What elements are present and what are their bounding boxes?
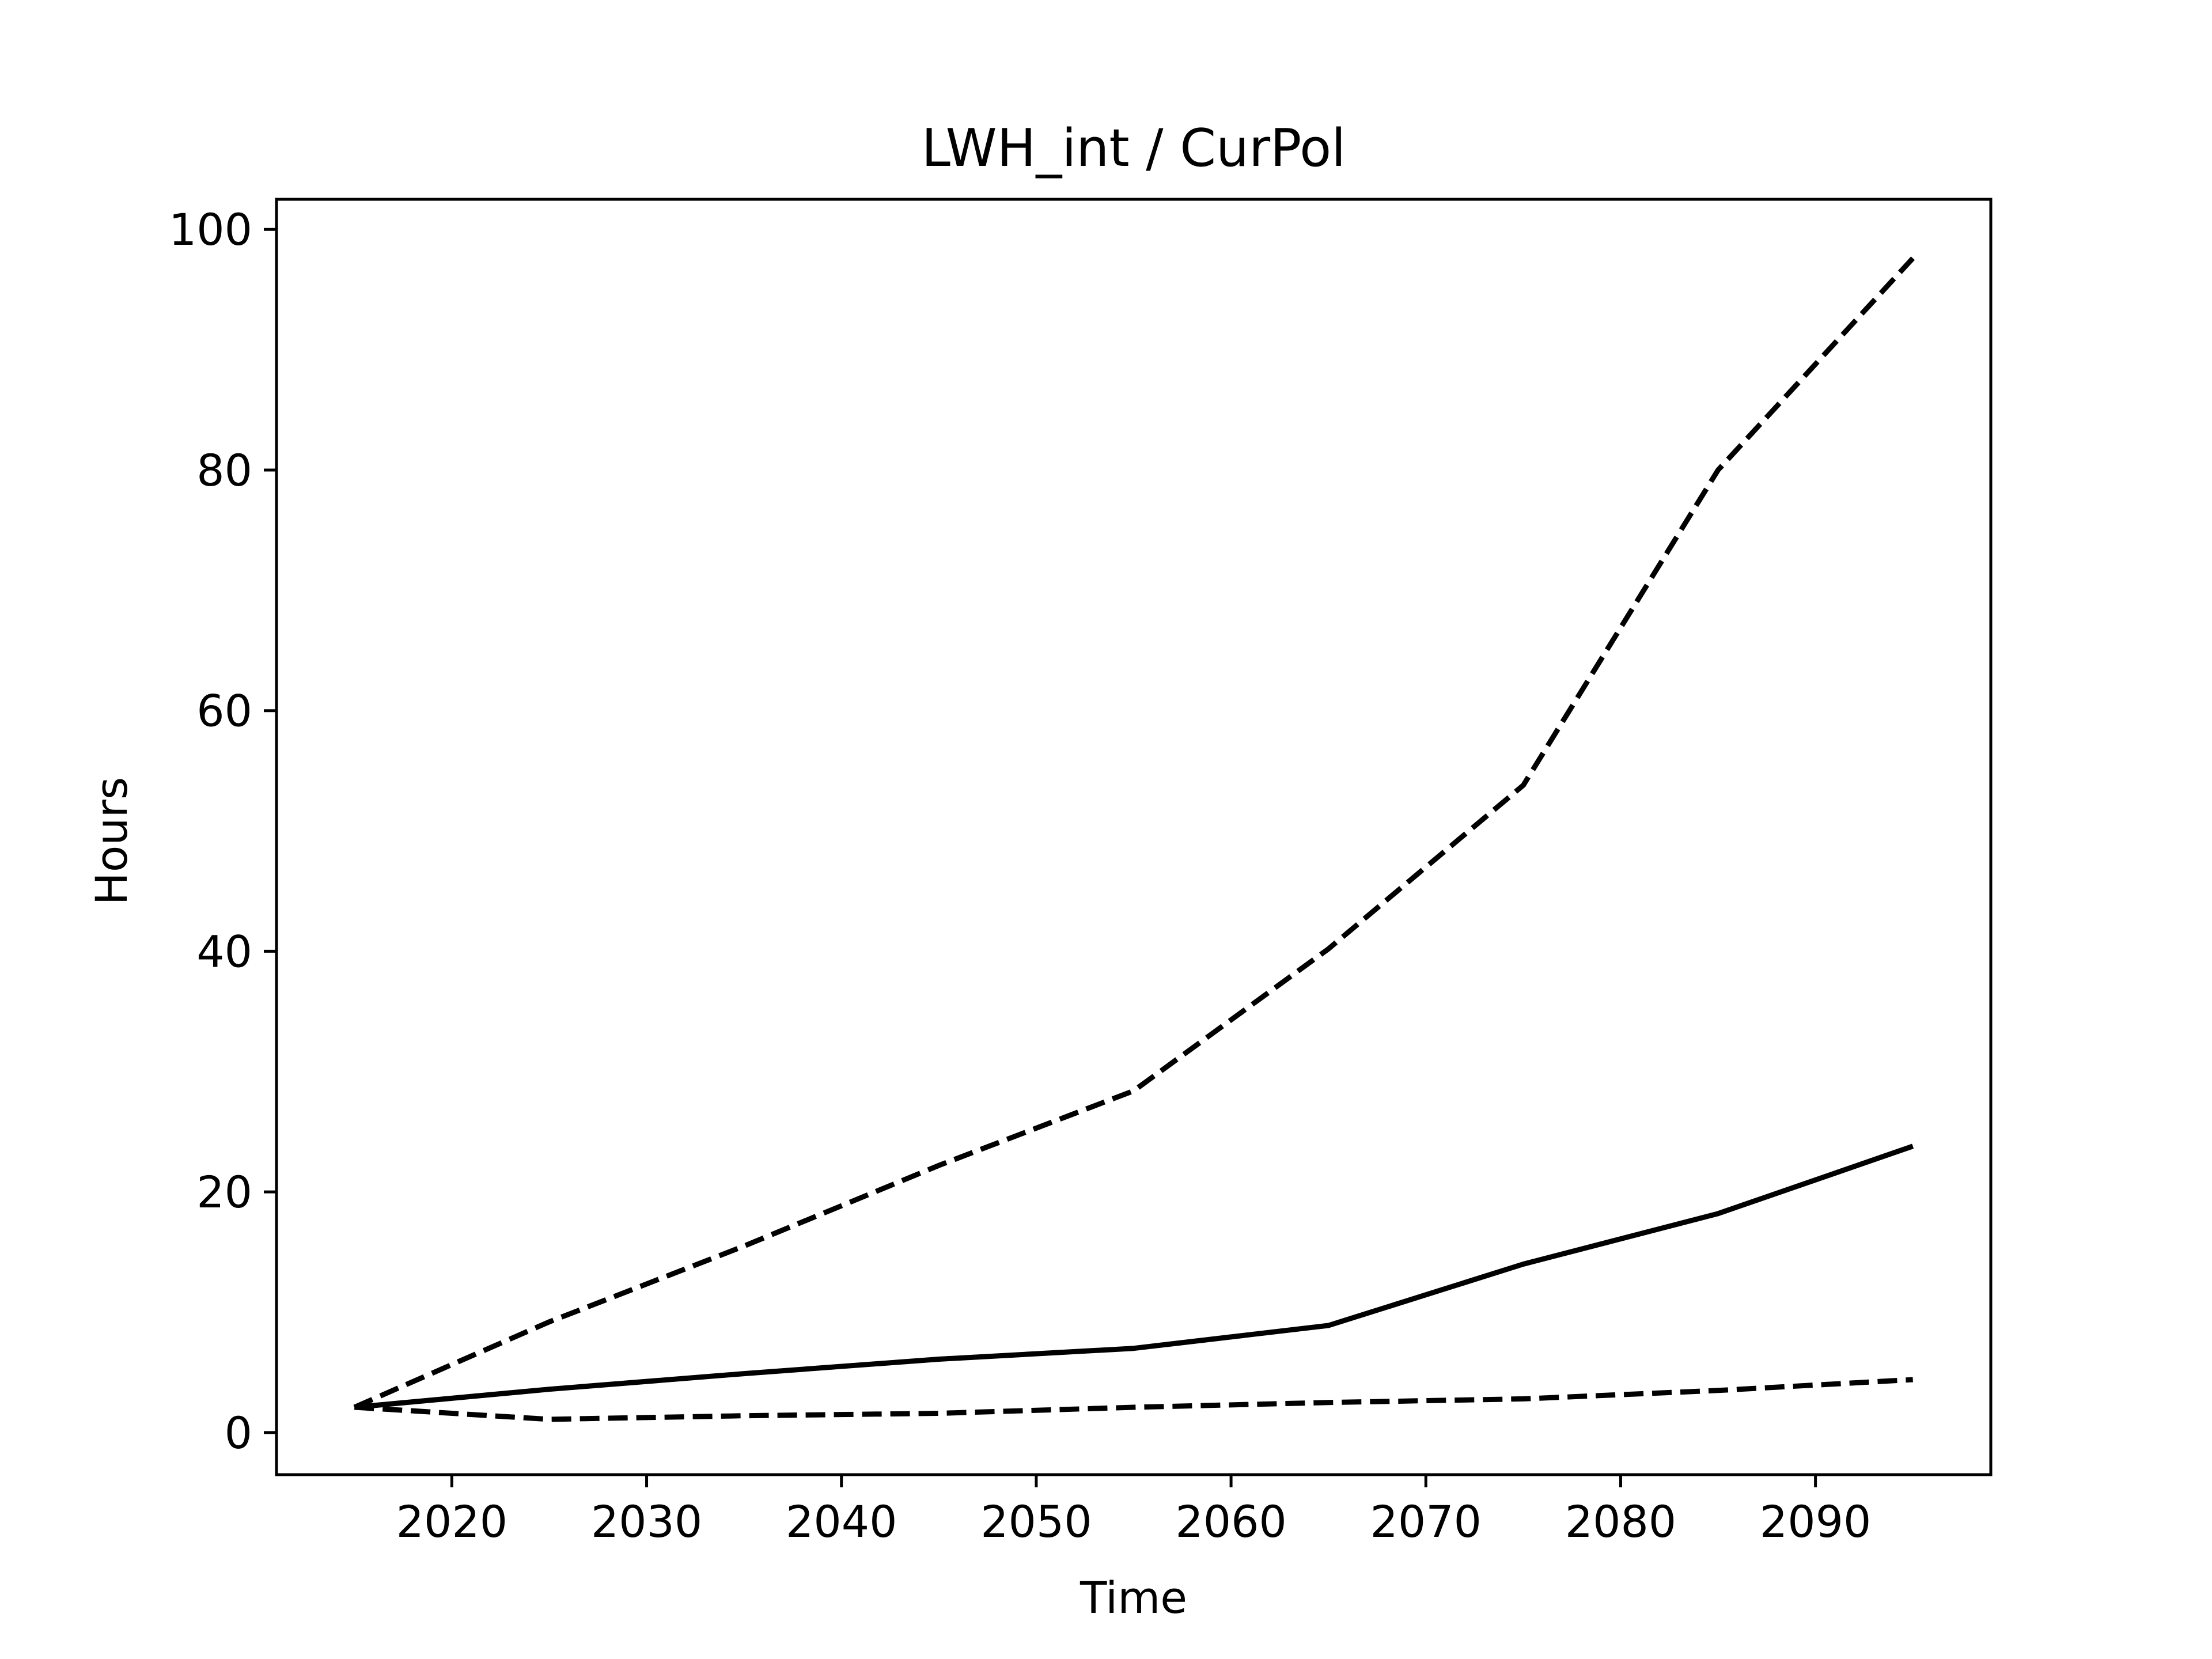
chart-title: LWH_int / CurPol — [922, 118, 1346, 179]
x-tick-label: 2060 — [1175, 1496, 1286, 1547]
y-tick-label: 80 — [196, 445, 252, 496]
series-line-2 — [354, 1143, 1914, 1410]
x-tick-label: 2030 — [591, 1496, 702, 1547]
series-line-1 — [353, 256, 1915, 1410]
x-tick-label: 2080 — [1565, 1496, 1676, 1547]
x-axis: 2020 2030 2040 2050 2060 2070 2080 2090 — [396, 1475, 1871, 1547]
x-tick-label: 2070 — [1370, 1496, 1482, 1547]
series-layer — [353, 256, 1915, 1422]
x-tick-label: 2090 — [1760, 1496, 1871, 1547]
plot-frame — [275, 198, 1993, 1476]
y-axis: 0 20 40 60 80 100 — [169, 204, 276, 1459]
y-axis-label: Hours — [86, 777, 137, 906]
y-tick-label: 60 — [196, 685, 252, 737]
x-tick-label: 2040 — [786, 1496, 897, 1547]
y-tick-label: 40 — [196, 926, 252, 977]
y-tick-label: 100 — [169, 204, 252, 255]
series-line-3 — [354, 1377, 1913, 1422]
x-axis-label: Time — [1080, 1572, 1187, 1623]
x-tick-label: 2050 — [980, 1496, 1092, 1547]
x-tick-label: 2020 — [396, 1496, 507, 1547]
y-tick-label: 0 — [225, 1407, 252, 1459]
y-tick-label: 20 — [196, 1166, 252, 1218]
